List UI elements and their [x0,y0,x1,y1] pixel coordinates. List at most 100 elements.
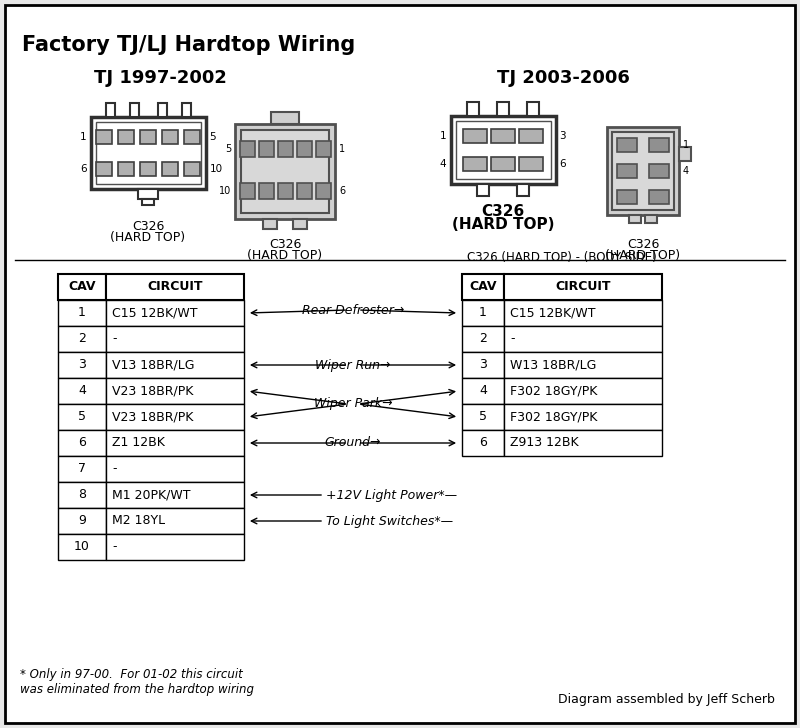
Bar [241,130,329,213]
Bar [106,103,114,117]
Text: 5: 5 [210,132,216,142]
Text: 10: 10 [218,186,231,196]
Bar [617,190,637,204]
Bar [519,157,543,171]
Text: F302 18GY/PK: F302 18GY/PK [510,411,598,424]
Bar [118,130,134,144]
Bar [140,130,156,144]
Bar [263,218,277,229]
Bar [645,215,657,223]
Bar [106,378,244,404]
Bar [58,404,106,430]
Bar [519,129,543,143]
Text: 5: 5 [479,411,487,424]
Bar [106,534,244,560]
Text: 1: 1 [78,306,86,320]
Bar [504,430,662,456]
Bar [58,456,106,482]
Text: (HARD TOP): (HARD TOP) [110,231,186,244]
Bar [142,199,154,205]
Text: CIRCUIT: CIRCUIT [555,280,610,293]
Bar [58,326,106,352]
Text: 6: 6 [479,437,487,449]
Text: W13 18BR/LG: W13 18BR/LG [510,358,596,371]
Text: F302 18GY/PK: F302 18GY/PK [510,384,598,397]
Bar [58,430,106,456]
Bar [316,141,331,157]
Text: 10: 10 [74,540,90,553]
Bar [58,274,106,300]
Bar [240,141,255,157]
Bar [462,274,504,300]
Bar [477,184,489,196]
Text: TJ 1997-2002: TJ 1997-2002 [94,69,226,87]
Bar [96,162,112,176]
Text: -: - [112,540,117,553]
Bar [259,183,274,199]
Bar [106,352,244,378]
Text: 2: 2 [78,333,86,346]
Text: TJ 2003-2006: TJ 2003-2006 [497,69,630,87]
Text: Wiper Run→: Wiper Run→ [315,358,390,371]
Bar [58,482,106,508]
Bar [617,164,637,178]
Bar [679,147,691,161]
Text: -: - [510,333,514,346]
Bar [58,534,106,560]
Text: 4: 4 [479,384,487,397]
Text: Diagram assembled by Jeff Scherb: Diagram assembled by Jeff Scherb [558,693,775,706]
Text: 4: 4 [440,159,446,169]
Text: 5: 5 [225,144,231,154]
Text: 1: 1 [339,144,345,154]
Bar [95,122,201,184]
Bar [58,378,106,404]
Text: Factory TJ/LJ Hardtop Wiring: Factory TJ/LJ Hardtop Wiring [22,35,355,55]
Bar [162,162,178,176]
Bar [184,162,200,176]
Bar [240,183,255,199]
Bar [467,102,479,116]
Bar [106,326,244,352]
Text: 10: 10 [210,164,222,174]
Bar [504,404,662,430]
Bar [527,102,539,116]
Text: V23 18BR/PK: V23 18BR/PK [112,384,194,397]
Text: CIRCUIT: CIRCUIT [147,280,202,293]
Bar [649,138,669,152]
Bar [504,326,662,352]
Bar [278,141,293,157]
Bar [140,162,156,176]
Text: 1: 1 [440,131,446,141]
Bar [629,215,641,223]
Text: CAV: CAV [470,280,497,293]
Bar [612,132,674,210]
Bar [463,157,487,171]
Text: 6: 6 [559,159,566,169]
Bar [158,103,166,117]
Text: +12V Light Power*—: +12V Light Power*— [326,488,457,502]
Text: 4: 4 [78,384,86,397]
Bar [184,130,200,144]
Text: V13 18BR/LG: V13 18BR/LG [112,358,194,371]
Text: 6: 6 [78,437,86,449]
Text: 1: 1 [683,140,689,150]
Bar [259,141,274,157]
Text: Ground→: Ground→ [325,437,382,449]
Text: V23 18BR/PK: V23 18BR/PK [112,411,194,424]
Text: 4: 4 [683,166,689,176]
Text: * Only in 97-00.  For 01-02 this circuit
was eliminated from the hardtop wiring: * Only in 97-00. For 01-02 this circuit … [20,668,254,696]
Text: C15 12BK/WT: C15 12BK/WT [112,306,198,320]
Bar [649,190,669,204]
Bar [130,103,138,117]
Bar [462,378,504,404]
Text: C326: C326 [269,238,301,251]
Bar [58,508,106,534]
Bar [462,326,504,352]
Text: Wiper Park→: Wiper Park→ [314,397,392,411]
Bar [58,352,106,378]
Bar [491,129,515,143]
Bar [90,117,206,189]
Bar [106,456,244,482]
Bar [138,189,158,199]
Bar [617,138,637,152]
